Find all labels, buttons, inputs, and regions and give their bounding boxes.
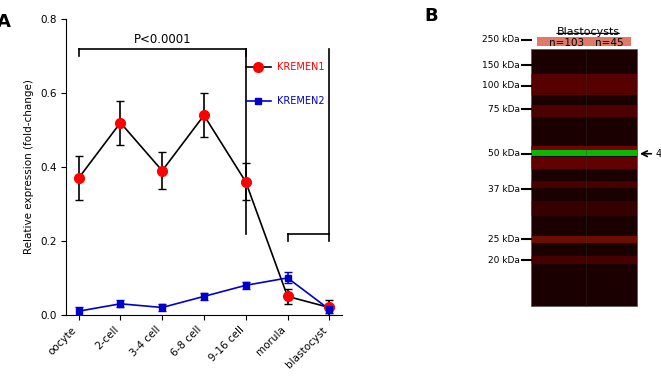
Bar xyxy=(531,201,637,216)
Bar xyxy=(537,37,631,46)
Text: 75 kDa: 75 kDa xyxy=(488,105,520,114)
Text: 150 kDa: 150 kDa xyxy=(482,61,520,70)
Bar xyxy=(531,181,637,189)
Text: n=103: n=103 xyxy=(549,38,584,48)
Text: 50 kDa: 50 kDa xyxy=(488,149,520,158)
Text: KREMEN2: KREMEN2 xyxy=(277,96,325,106)
Text: n=45: n=45 xyxy=(595,38,624,48)
Y-axis label: Relative expression (fold-change): Relative expression (fold-change) xyxy=(24,79,34,255)
Bar xyxy=(531,49,637,306)
Bar xyxy=(531,74,637,94)
Text: KREMEN1: KREMEN1 xyxy=(277,62,325,72)
Bar xyxy=(531,157,637,169)
Text: A: A xyxy=(0,13,11,31)
Text: 100 kDa: 100 kDa xyxy=(482,81,520,90)
Bar xyxy=(531,257,637,264)
Text: 250 kDa: 250 kDa xyxy=(483,35,520,45)
Bar xyxy=(531,236,637,243)
Text: 25 kDa: 25 kDa xyxy=(488,235,520,244)
Text: 48 kDa: 48 kDa xyxy=(656,149,661,159)
Text: P<0.0001: P<0.0001 xyxy=(134,33,191,46)
Text: 37 kDa: 37 kDa xyxy=(488,185,520,194)
Text: Blastocysts: Blastocysts xyxy=(557,26,619,36)
Text: B: B xyxy=(424,7,438,25)
Bar xyxy=(531,105,637,117)
Bar xyxy=(531,150,637,156)
Text: 20 kDa: 20 kDa xyxy=(488,256,520,265)
Bar xyxy=(531,146,637,155)
